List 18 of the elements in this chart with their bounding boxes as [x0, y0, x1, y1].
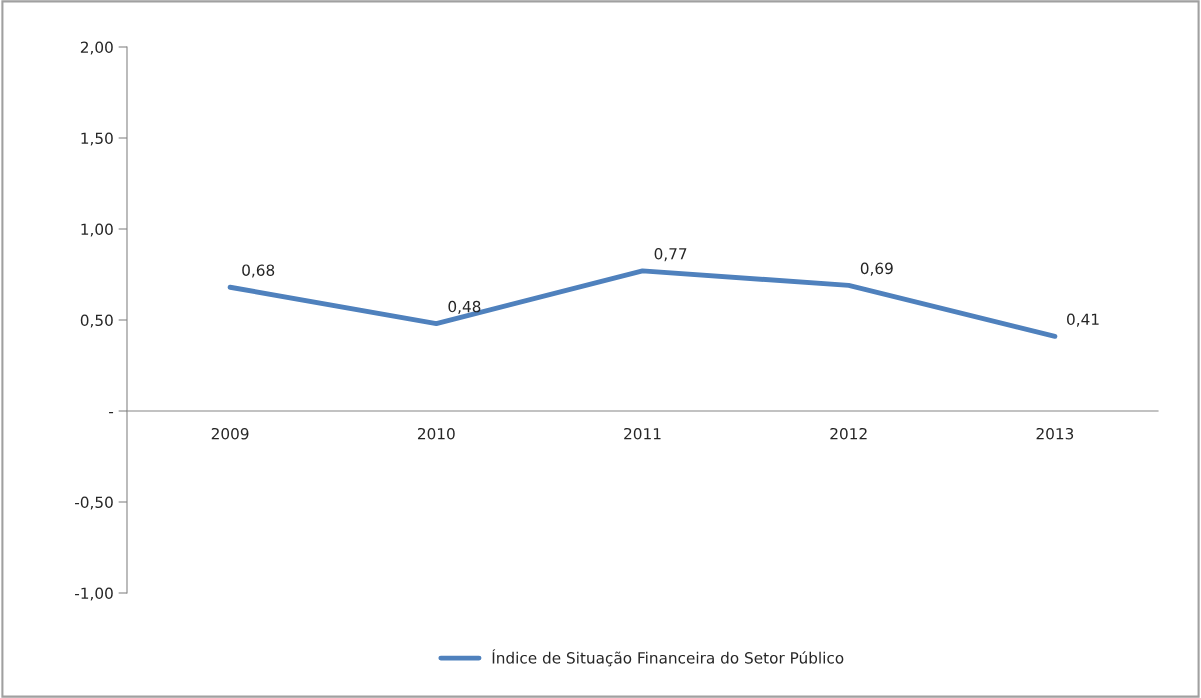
y-tick-label: -	[109, 412, 114, 414]
text: 0,69	[860, 262, 893, 276]
x-tick-label: 2012	[830, 427, 867, 440]
text: 0,77	[654, 248, 687, 262]
y-tick-label: -1,00	[75, 587, 113, 601]
x-tick-label: 2013	[1036, 427, 1074, 440]
text: 0,48	[448, 300, 481, 314]
x-tick-label: 2009	[211, 427, 249, 440]
text: 0,68	[242, 264, 275, 278]
legend-label: Índice de Situação Financeira do Setor Público	[492, 649, 844, 667]
y-tick-label: 1,00	[81, 223, 113, 237]
text: 0,41	[1067, 313, 1099, 327]
y-tick-label: 1,50	[81, 132, 113, 146]
y-tick-label: 2,00	[80, 41, 113, 55]
y-tick-label: -0,50	[75, 496, 113, 510]
x-tick-label: 2010	[417, 427, 455, 440]
y-tick-label: 0,50	[80, 314, 113, 328]
x-tick-label: 2011	[624, 427, 661, 440]
